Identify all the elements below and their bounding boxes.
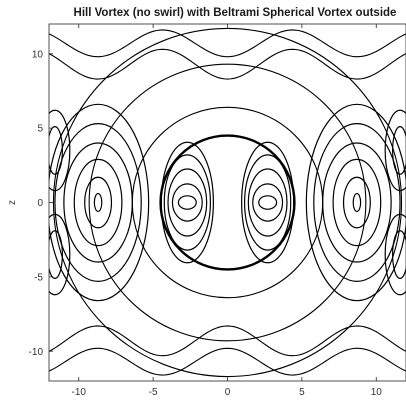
x-tick-label: -10 [72, 387, 87, 398]
outer-contour-3-0 [49, 230, 63, 279]
wave-contour-3 [49, 347, 406, 376]
wave-contour-0 [49, 48, 406, 80]
outer-contour-0-5 [49, 103, 150, 302]
inner-contour-0-2 [167, 168, 208, 237]
inner-contour-1-2 [247, 168, 288, 237]
x-tick-label: 0 [225, 387, 231, 398]
y-tick-label: 5 [37, 124, 43, 135]
outer-contour-0-1 [84, 176, 113, 229]
outer-contour-5-0 [392, 230, 406, 279]
inner-contour-0-3 [163, 154, 211, 251]
outer-contour-5-1 [384, 213, 406, 296]
y-tick-label: -5 [34, 272, 43, 283]
inner-contour-0-0 [177, 195, 197, 210]
outer-contour-1-0 [352, 192, 362, 213]
outer-circle-contour-0 [131, 106, 324, 299]
inner-contour-0-1 [171, 183, 203, 222]
contour-lines [49, 27, 406, 378]
outer-contour-0-0 [93, 192, 103, 213]
outer-contour-2-1 [49, 109, 71, 192]
outer-contour-1-2 [332, 158, 382, 247]
outer-contour-1-1 [342, 176, 371, 229]
inner-contour-1-0 [258, 195, 278, 210]
inner-contour-1-3 [244, 154, 292, 251]
outer-circle-contour-1 [88, 63, 367, 342]
outer-contour-3-1 [49, 213, 71, 296]
outer-contour-0-4 [54, 123, 142, 282]
chart-title: Hill Vortex (no swirl) with Beltrami Sph… [74, 7, 397, 19]
wave-contour-1 [49, 29, 406, 58]
inner-contour-1-1 [252, 183, 284, 222]
inner-contour-0-4 [160, 141, 214, 264]
outer-contour-4-0 [392, 126, 406, 175]
wave-contour-2 [49, 325, 406, 357]
outer-contour-4-1 [384, 109, 406, 192]
outer-contour-0-2 [73, 158, 123, 247]
y-axis-label: z [7, 200, 18, 205]
outer-circle-contour-2 [52, 27, 403, 378]
outer-contour-1-4 [313, 123, 401, 282]
sphere-boundary [159, 134, 296, 271]
outer-contour-1-5 [305, 103, 406, 302]
inner-contour-1-4 [241, 141, 295, 264]
y-tick-label: 0 [37, 198, 43, 209]
y-tick-label: -10 [29, 347, 44, 358]
axis-ticks: -10 -5 0 5 10 -10 -5 0 5 10 [29, 24, 383, 398]
x-tick-label: 5 [299, 387, 305, 398]
outer-contour-2-0 [49, 126, 63, 175]
x-tick-label: 10 [371, 387, 383, 398]
y-tick-label: 10 [32, 49, 44, 60]
x-tick-label: -5 [149, 387, 158, 398]
plot-area-frame [48, 23, 406, 382]
